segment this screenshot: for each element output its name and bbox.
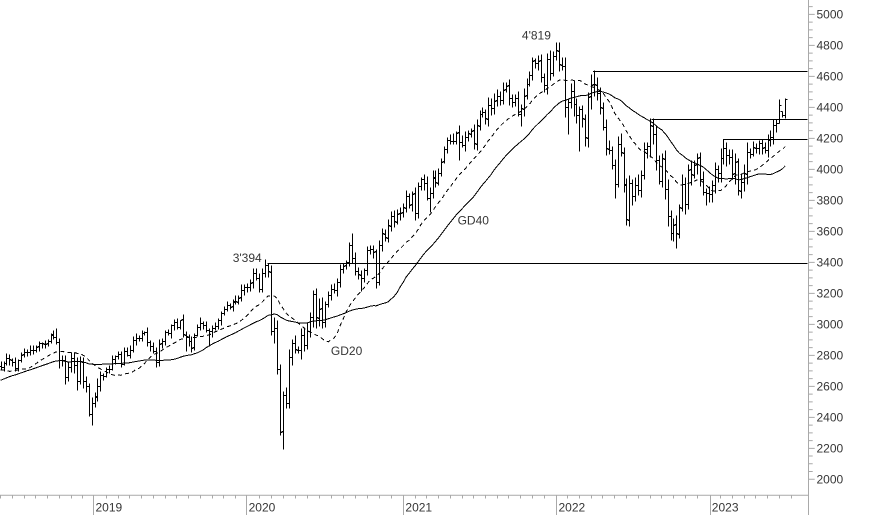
- svg-text:3800: 3800: [817, 194, 844, 208]
- svg-text:5000: 5000: [817, 8, 844, 22]
- svg-text:2022: 2022: [559, 501, 586, 515]
- svg-text:2600: 2600: [817, 380, 844, 394]
- svg-text:3000: 3000: [817, 318, 844, 332]
- svg-text:3400: 3400: [817, 256, 844, 270]
- svg-text:2020: 2020: [249, 501, 276, 515]
- svg-text:2000: 2000: [817, 473, 844, 487]
- svg-text:4'819: 4'819: [522, 29, 551, 43]
- svg-text:4200: 4200: [817, 132, 844, 146]
- svg-text:3'394: 3'394: [233, 251, 262, 265]
- svg-text:2800: 2800: [817, 349, 844, 363]
- svg-text:2019: 2019: [96, 501, 123, 515]
- svg-text:4800: 4800: [817, 39, 844, 53]
- svg-text:2021: 2021: [405, 501, 432, 515]
- svg-text:4600: 4600: [817, 70, 844, 84]
- svg-text:3600: 3600: [817, 225, 844, 239]
- svg-text:GD20: GD20: [331, 344, 363, 358]
- svg-text:4000: 4000: [817, 163, 844, 177]
- svg-text:2400: 2400: [817, 411, 844, 425]
- svg-text:4400: 4400: [817, 101, 844, 115]
- svg-text:GD40: GD40: [458, 214, 490, 228]
- svg-text:2023: 2023: [712, 501, 739, 515]
- svg-text:3200: 3200: [817, 287, 844, 301]
- svg-text:2200: 2200: [817, 442, 844, 456]
